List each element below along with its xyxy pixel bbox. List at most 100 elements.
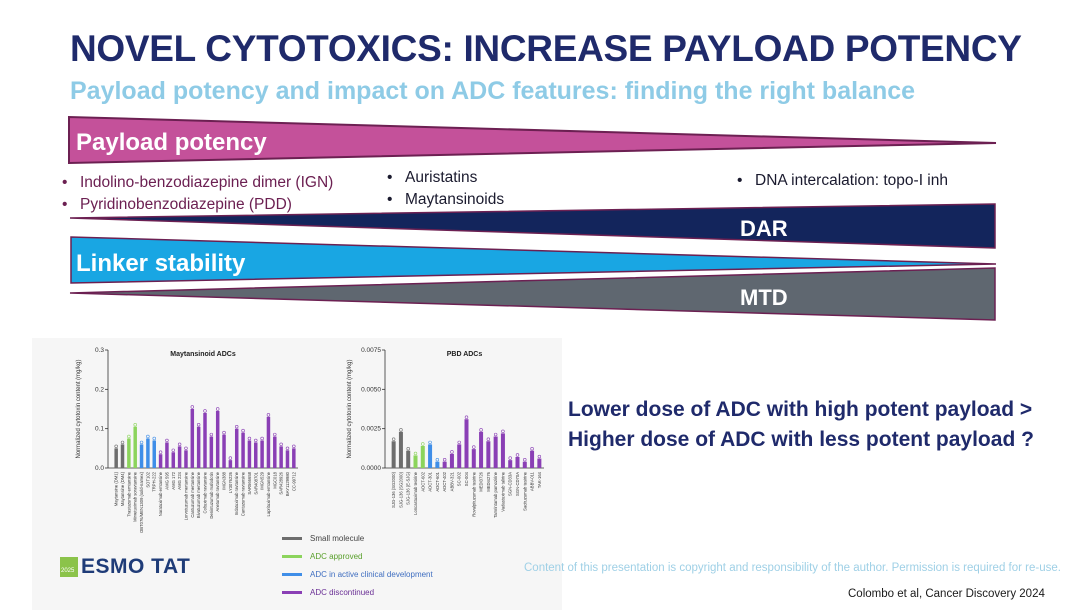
logo-year-block: 2025	[60, 557, 78, 577]
maytansinoid-bar-point	[235, 424, 239, 429]
maytansinoid-bar-point	[177, 442, 182, 447]
maytansinoid-bar-point	[158, 450, 163, 454]
maytansinoid-x-tick-label: Cantuzumab mertansine	[190, 471, 195, 517]
maytansinoid-bar	[120, 444, 125, 468]
pbd-x-tick-label: ADCT-602	[420, 471, 425, 491]
list-item: Indolino-benzodiazepine dimer (IGN)	[58, 172, 333, 194]
maytansinoid-bar	[196, 426, 201, 468]
maytansinoid-x-tick-label: TRPH-222	[152, 471, 157, 491]
pbd-x-tick-label: ADCT-601	[435, 471, 440, 491]
pbd-x-tick-label: MEDI4276	[486, 471, 491, 491]
cytotoxin-bar-charts: Maytansinoid ADCs Normalized cytotoxin co…	[76, 347, 544, 533]
pbd-bar	[413, 455, 418, 468]
slide-title: NOVEL CYTOTOXICS: INCREASE PAYLOAD POTEN…	[70, 28, 1022, 69]
pbd-bar-point	[479, 428, 483, 432]
legend-item-adc-clinical: ADC in active clinical development	[282, 570, 433, 588]
pbd-y-tick-label: 0.0050	[361, 386, 381, 393]
maytansinoid-x-tick-label: AMG 224	[177, 471, 182, 489]
pbd-bar-point	[464, 415, 469, 419]
maytansinoid-bar	[273, 436, 277, 468]
maytansinoid-bar-point	[165, 438, 169, 443]
balance-wedges	[68, 115, 997, 321]
maytansinoid-bar-point	[203, 409, 207, 413]
maytansinoid-bar	[152, 440, 156, 468]
maytansinoid-bar	[228, 460, 233, 468]
legend-swatch	[282, 573, 302, 577]
maytansinoid-x-tick-label: Coltuximab ravtansine	[203, 471, 208, 513]
pbd-x-tick-label: Rovalpituzumab tesirine	[471, 471, 476, 516]
pbd-bar	[500, 433, 505, 468]
maytansinoid-bar	[279, 446, 283, 468]
pbd-bar	[530, 450, 535, 468]
mtd-label: MTD	[740, 285, 788, 310]
pbd-x-tick-label: Vadastuximab talirine	[500, 471, 505, 511]
pbd-bar-point	[435, 458, 440, 462]
list-item: Auristatins	[383, 167, 504, 189]
pbd-x-tick-label: ABBV-011	[530, 471, 535, 491]
maytansinoid-bar-point	[209, 432, 214, 437]
maytansinoid-bar	[234, 428, 239, 468]
pbd-y-tick-label: 0.0075	[361, 347, 381, 354]
maytansinoid-bar	[203, 412, 207, 468]
maytansinoid-x-tick-label: SOT102	[145, 471, 150, 487]
pbd-bar-point	[406, 446, 410, 451]
pbd-bar-point	[501, 429, 505, 434]
list-item: Pyridinobenzodiazepine (PDD)	[58, 194, 333, 216]
maytansinoid-bar-point	[127, 434, 131, 439]
legend-label: ADC in active clinical development	[310, 570, 433, 579]
pbd-bar-point	[399, 428, 403, 432]
maytansinoid-x-tick-label: OBT076/MEN1309 (sold-namex)	[139, 471, 144, 533]
maytansinoid-x-tick-label: Maytansine (DM4)	[120, 471, 125, 506]
maytansinoid-y-tick-label: 0.3	[95, 347, 104, 354]
maytansinoid-x-tick-label: Anetumab ravtansine	[215, 471, 220, 511]
maytansinoid-x-tick-label: MGC018	[272, 471, 277, 488]
maytansinoid-bar-point	[114, 444, 118, 449]
payload-potency-label: Payload potency	[76, 129, 267, 156]
pbd-bar-point	[413, 451, 418, 456]
pbd-bar-point	[472, 445, 476, 449]
pbd-chart-title: PBD ADCs	[447, 351, 483, 358]
pbd-bar-point	[508, 456, 512, 460]
maytansinoid-x-tick-label: Cantuzumab ravtansine	[241, 471, 246, 516]
pbd-bar	[442, 461, 447, 468]
maytansinoid-y-tick-label: 0.2	[95, 386, 104, 393]
pbd-x-tick-label: ADCT-402	[442, 471, 447, 491]
maytansinoid-bar-point	[279, 442, 283, 447]
mtd-wedge	[69, 267, 996, 321]
question-line-2: Higher dose of ADC with less potent payl…	[568, 428, 1034, 451]
pbd-x-tick-label: Loncastuximab tesirine	[413, 471, 418, 514]
maytansinoid-x-tick-label: SAR566658	[247, 471, 252, 494]
legend-swatch	[282, 591, 302, 595]
pbd-bar-point	[391, 437, 396, 441]
pbd-bar	[522, 461, 527, 468]
pbd-x-tick-label: ADCT-301	[428, 471, 433, 491]
pbd-bar-point	[450, 450, 454, 454]
maytansinoid-x-tick-label: Mirvetuximab soravtansine	[133, 471, 138, 521]
maytansinoid-bar-point	[215, 407, 220, 411]
maytansinoid-x-tick-label: Maytansine (DM1)	[114, 471, 119, 506]
pbd-x-tick-label: SGN-CD33A	[508, 472, 513, 496]
maytansinoid-bar	[127, 438, 131, 468]
maytansinoid-x-tick-label: AMG 595	[164, 471, 169, 489]
maytansinoid-y-tick-label: 0.1	[95, 426, 104, 433]
logo-year: 2025	[61, 568, 75, 574]
maytansinoid-bar	[171, 452, 176, 468]
maytansinoid-bar	[190, 409, 195, 468]
maytansinoid-bar-point	[139, 440, 144, 445]
maytansinoid-x-tick-label: Denintuzumab mafodotin	[209, 471, 214, 518]
maytansinoid-chart-title: Maytansinoid ADCs	[170, 351, 236, 358]
maytansinoid-x-tick-label: Laprituximab emtansine	[266, 471, 271, 516]
maytansinoid-bar-point	[152, 436, 156, 441]
slide-subtitle: Payload potency and impact on ADC featur…	[70, 77, 916, 105]
maytansinoid-bar	[146, 438, 150, 468]
legend-label: ADC discontinued	[310, 588, 375, 597]
pbd-bar	[449, 453, 454, 468]
pbd-x-tick-label: SJG-136 (SG2000)	[391, 471, 396, 507]
maytansinoid-bar	[209, 436, 214, 468]
legend-label: Small molecule	[310, 534, 365, 543]
pbd-x-tick-label: Sacituzumab tesirine	[522, 471, 527, 511]
pbd-bar	[457, 444, 462, 468]
low-potency-payload-list: DNA intercalation: topo-I inh	[733, 170, 948, 192]
pbd-bar	[479, 431, 484, 468]
legend-swatch	[282, 537, 302, 541]
